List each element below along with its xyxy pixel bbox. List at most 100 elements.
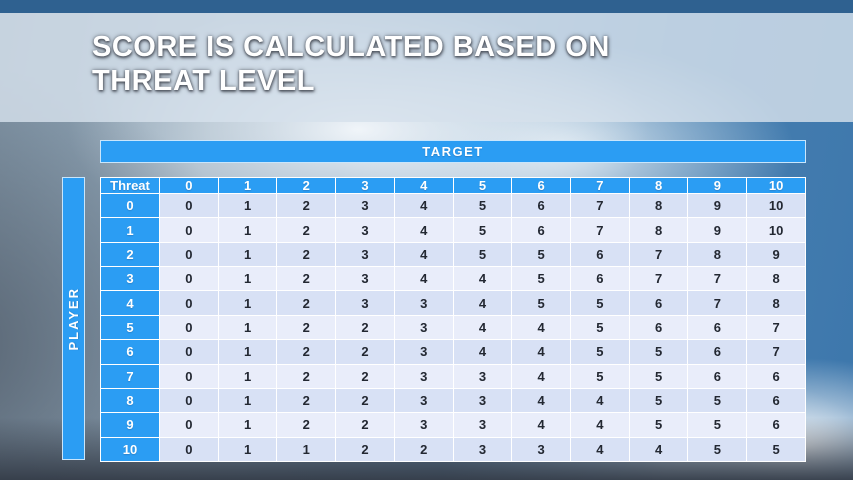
score-cell: 7 bbox=[746, 339, 806, 365]
score-cell: 4 bbox=[511, 363, 572, 389]
score-cell: 1 bbox=[217, 192, 278, 219]
score-cell: 8 bbox=[746, 266, 806, 292]
score-cell: 0 bbox=[159, 192, 219, 219]
score-cell: 5 bbox=[628, 339, 689, 365]
score-cell: 2 bbox=[335, 412, 395, 438]
score-cell: 1 bbox=[217, 290, 278, 316]
score-cell: 0 bbox=[159, 266, 219, 292]
score-cell: 3 bbox=[335, 290, 395, 316]
score-cell: 2 bbox=[276, 387, 337, 414]
score-cell: 0 bbox=[159, 217, 219, 243]
player-row-header: 7 bbox=[100, 363, 160, 389]
score-cell: 6 bbox=[746, 363, 806, 389]
score-cell: 5 bbox=[628, 363, 689, 389]
score-cell: 6 bbox=[511, 192, 572, 219]
score-cell: 0 bbox=[159, 290, 219, 316]
score-cell: 4 bbox=[570, 412, 630, 438]
score-cell: 6 bbox=[628, 290, 689, 316]
score-cell: 3 bbox=[335, 266, 395, 292]
score-row: 0 0 1 2 3 4 5 6 7 8 9 10 bbox=[100, 192, 806, 219]
target-column-header: 10 bbox=[746, 177, 806, 194]
score-cell: 2 bbox=[335, 339, 395, 365]
score-cell: 10 bbox=[746, 217, 806, 243]
score-cell: 6 bbox=[628, 314, 689, 341]
score-cell: 4 bbox=[393, 192, 454, 219]
score-cell: 1 bbox=[217, 266, 278, 292]
score-cell: 2 bbox=[335, 387, 395, 414]
score-cell: 6 bbox=[687, 339, 748, 365]
target-column-header: 8 bbox=[628, 177, 689, 194]
score-cell: 2 bbox=[276, 412, 337, 438]
title-band: SCORE IS CALCULATED BASED ON THREAT LEVE… bbox=[0, 13, 853, 122]
score-cell: 6 bbox=[687, 363, 748, 389]
player-row-header: 3 bbox=[100, 266, 160, 292]
score-cell: 4 bbox=[393, 217, 454, 243]
player-row-header: 2 bbox=[100, 241, 160, 268]
score-cell: 2 bbox=[393, 436, 454, 463]
score-cell: 1 bbox=[217, 339, 278, 365]
target-column-header: 2 bbox=[276, 177, 337, 194]
slide-title: SCORE IS CALCULATED BASED ON THREAT LEVE… bbox=[92, 30, 610, 98]
score-cell: 3 bbox=[452, 436, 513, 463]
score-cell: 5 bbox=[511, 290, 572, 316]
score-cell: 7 bbox=[687, 290, 748, 316]
score-cell: 1 bbox=[217, 363, 278, 389]
score-cell: 0 bbox=[159, 436, 219, 463]
target-column-header: 7 bbox=[570, 177, 630, 194]
score-cell: 5 bbox=[628, 412, 689, 438]
score-cell: 7 bbox=[570, 192, 630, 219]
score-cell: 2 bbox=[276, 290, 337, 316]
score-cell: 2 bbox=[276, 339, 337, 365]
score-cell: 1 bbox=[217, 241, 278, 268]
player-row-header: 1 bbox=[100, 217, 160, 243]
score-cell: 0 bbox=[159, 241, 219, 268]
score-cell: 3 bbox=[393, 314, 454, 341]
score-cell: 5 bbox=[687, 412, 748, 438]
score-cell: 5 bbox=[452, 192, 513, 219]
score-cell: 5 bbox=[452, 217, 513, 243]
score-cell: 4 bbox=[452, 266, 513, 292]
score-cell: 7 bbox=[628, 266, 689, 292]
score-cell: 5 bbox=[570, 290, 630, 316]
score-cell: 4 bbox=[570, 387, 630, 414]
target-column-header: 0 bbox=[159, 177, 219, 194]
score-cell: 3 bbox=[335, 241, 395, 268]
score-cell: 3 bbox=[393, 290, 454, 316]
score-cell: 4 bbox=[511, 412, 572, 438]
score-cell: 6 bbox=[746, 387, 806, 414]
score-cell: 8 bbox=[746, 290, 806, 316]
score-cell: 2 bbox=[335, 363, 395, 389]
score-cell: 4 bbox=[393, 266, 454, 292]
target-column-header: 3 bbox=[335, 177, 395, 194]
score-cell: 0 bbox=[159, 363, 219, 389]
target-column-header: 4 bbox=[393, 177, 454, 194]
player-row-header: 0 bbox=[100, 192, 160, 219]
score-cell: 4 bbox=[452, 314, 513, 341]
score-cell: 6 bbox=[687, 314, 748, 341]
score-cell: 4 bbox=[511, 339, 572, 365]
score-cell: 5 bbox=[687, 436, 748, 463]
player-row-header: 10 bbox=[100, 436, 160, 463]
score-cell: 9 bbox=[687, 192, 748, 219]
score-cell: 4 bbox=[452, 290, 513, 316]
score-row: 10 0 1 1 2 2 3 3 4 4 5 5 bbox=[100, 436, 806, 463]
score-cell: 4 bbox=[511, 314, 572, 341]
target-axis-header: TARGET bbox=[100, 140, 806, 163]
player-row-header: 8 bbox=[100, 387, 160, 414]
score-cell: 4 bbox=[452, 339, 513, 365]
column-header-row: Threat 0 1 2 3 4 5 6 7 8 9 10 bbox=[100, 177, 806, 194]
slide-title-line1: SCORE IS CALCULATED BASED ON bbox=[92, 31, 610, 63]
target-column-header: 5 bbox=[452, 177, 513, 194]
score-cell: 4 bbox=[570, 436, 630, 463]
score-cell: 2 bbox=[276, 314, 337, 341]
player-row-header: 6 bbox=[100, 339, 160, 365]
score-cell: 5 bbox=[452, 241, 513, 268]
target-column-header: 6 bbox=[511, 177, 572, 194]
